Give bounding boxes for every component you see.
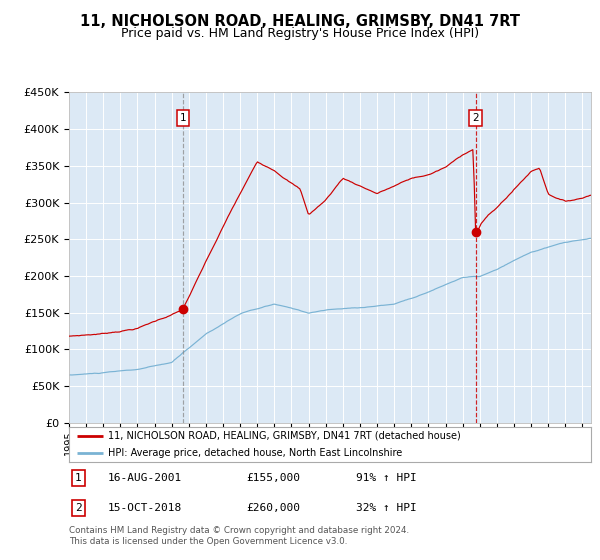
- Text: 11, NICHOLSON ROAD, HEALING, GRIMSBY, DN41 7RT (detached house): 11, NICHOLSON ROAD, HEALING, GRIMSBY, DN…: [108, 431, 461, 441]
- Text: 16-AUG-2001: 16-AUG-2001: [108, 473, 182, 483]
- Text: 91% ↑ HPI: 91% ↑ HPI: [356, 473, 417, 483]
- Text: 2: 2: [75, 503, 82, 513]
- Text: 1: 1: [75, 473, 82, 483]
- Text: 15-OCT-2018: 15-OCT-2018: [108, 503, 182, 513]
- Text: £155,000: £155,000: [247, 473, 301, 483]
- Text: £260,000: £260,000: [247, 503, 301, 513]
- Text: 11, NICHOLSON ROAD, HEALING, GRIMSBY, DN41 7RT: 11, NICHOLSON ROAD, HEALING, GRIMSBY, DN…: [80, 14, 520, 29]
- Text: 2: 2: [472, 113, 479, 123]
- Text: 32% ↑ HPI: 32% ↑ HPI: [356, 503, 417, 513]
- Text: 1: 1: [179, 113, 186, 123]
- Text: Price paid vs. HM Land Registry's House Price Index (HPI): Price paid vs. HM Land Registry's House …: [121, 27, 479, 40]
- Text: HPI: Average price, detached house, North East Lincolnshire: HPI: Average price, detached house, Nort…: [108, 449, 403, 458]
- Text: Contains HM Land Registry data © Crown copyright and database right 2024.
This d: Contains HM Land Registry data © Crown c…: [69, 526, 409, 546]
